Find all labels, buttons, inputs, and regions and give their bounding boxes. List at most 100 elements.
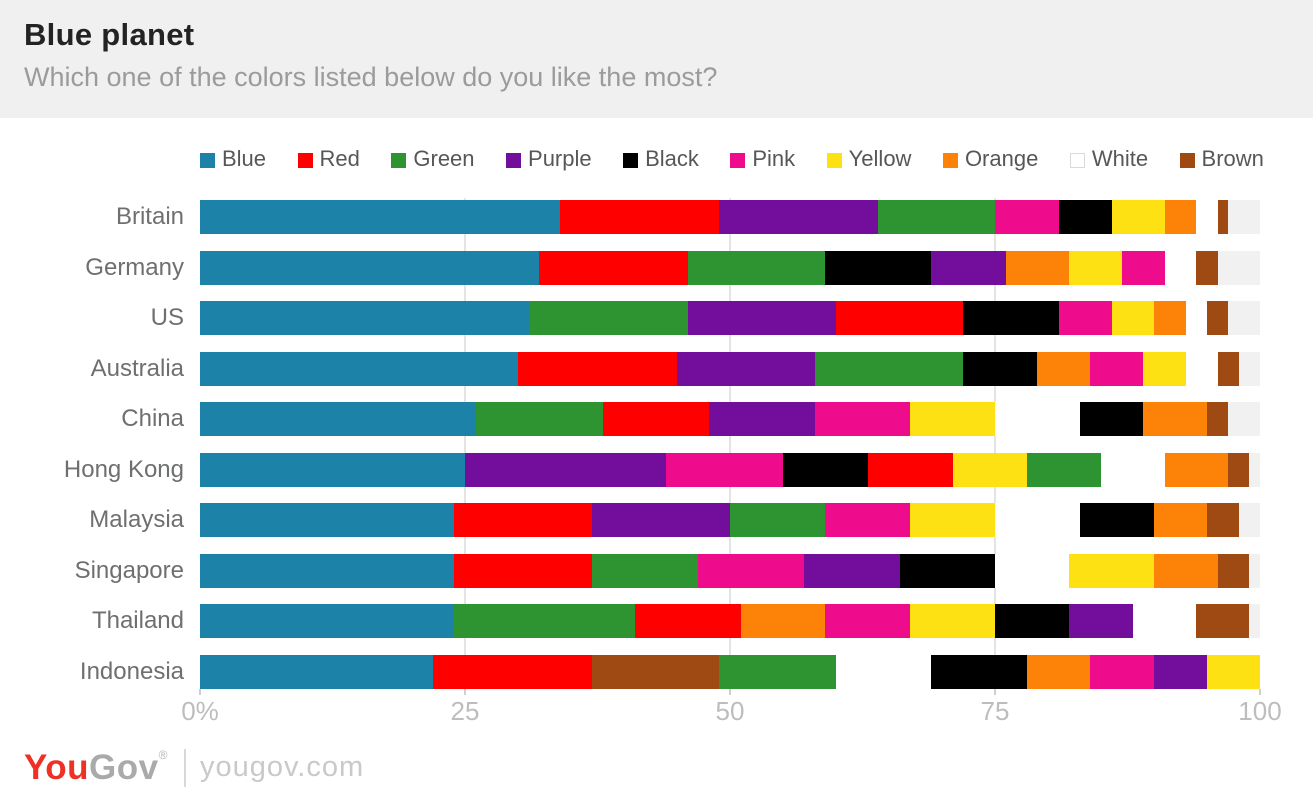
bar-segment-china-red: [602, 402, 709, 436]
legend-label-red: Red: [319, 146, 360, 171]
tickmark-0: [199, 689, 201, 695]
bar-segment-australia-blue: [200, 351, 518, 386]
chart-row-britain: Britain: [0, 200, 1313, 234]
legend-label-orange: Orange: [964, 146, 1039, 171]
bar-segment-hong-kong-orange: [1164, 452, 1229, 487]
tickmark-100: [1259, 689, 1261, 695]
bar-track-australia: [200, 351, 1260, 386]
x-axis-label-0: 0%: [181, 695, 219, 726]
bar-segment-australia-purple: [677, 351, 815, 386]
bar-segment-australia-black: [963, 351, 1038, 386]
bar-segment-malaysia-pink: [825, 503, 911, 537]
bar-segment-us-blue: [200, 301, 529, 335]
legend-swatch-white: [1069, 152, 1085, 168]
bar-segment-britain-purple: [719, 200, 879, 234]
chart-row-us: US: [0, 301, 1313, 335]
row-label-hong-kong: Hong Kong: [63, 455, 184, 483]
bar-segment-thailand-white: [1132, 604, 1197, 638]
bar-segment-germany-purple: [931, 250, 1006, 285]
chart-row-hong-kong: Hong Kong: [0, 452, 1313, 487]
legend-swatch-yellow: [826, 152, 842, 168]
bar-segment-britain-pink: [994, 200, 1059, 234]
bar-track-indonesia: [200, 654, 1260, 689]
bar-segment-indonesia-pink: [1090, 654, 1154, 689]
legend-item-blue: Blue: [200, 146, 266, 172]
bar-segment-singapore-brown: [1217, 553, 1250, 588]
legend-item-yellow: Yellow: [826, 146, 912, 172]
bar-segment-malaysia-purple: [592, 503, 730, 537]
chart-subtitle: Which one of the colors listed below do …: [24, 62, 718, 92]
bar-segment-us-white: [1185, 301, 1207, 335]
row-label-us: US: [150, 304, 184, 331]
bar-segment-britain-red: [560, 200, 720, 234]
bar-segment-australia-pink: [1090, 351, 1144, 386]
legend-label-yellow: Yellow: [848, 146, 912, 171]
bar-segment-china-green: [475, 402, 603, 436]
bar-segment-hong-kong-blue: [200, 452, 465, 487]
legend-swatch-pink: [730, 152, 746, 168]
bar-segment-indonesia-white: [835, 654, 932, 689]
legend-swatch-green: [391, 152, 407, 168]
x-axis-line: [200, 688, 1260, 689]
logo-you: You: [24, 747, 90, 787]
bar-segment-germany-blue: [200, 250, 540, 285]
gridline-75: [994, 198, 996, 690]
bar-segment-australia-red: [518, 351, 677, 386]
chart-rows: Britain Germany US Australia China Hong Kong M…: [0, 200, 1313, 689]
chart-header: Blue planet Which one of the colors list…: [0, 0, 1313, 118]
bar-track-singapore: [200, 553, 1260, 588]
row-label-thailand: Thailand: [91, 607, 184, 634]
legend-swatch-blue: [200, 152, 215, 168]
bar-segment-germany-white: [1164, 250, 1197, 285]
bar-segment-singapore-black: [899, 553, 995, 588]
bar-segment-singapore-orange: [1153, 553, 1218, 588]
bar-segment-singapore-pink: [698, 553, 805, 588]
gridlines: [200, 198, 1260, 690]
logo-gov: Gov: [89, 747, 159, 787]
bar-track-thailand: [200, 604, 1260, 638]
bar-segment-thailand-orange: [740, 604, 826, 638]
bar-track-malaysia: [200, 503, 1260, 537]
bar-segment-china-blue: [200, 402, 476, 436]
bar-segment-china-orange: [1143, 402, 1207, 436]
legend-swatch-brown: [1179, 152, 1195, 168]
bar-segment-thailand-blue: [200, 604, 455, 638]
bar-segment-us-yellow: [1111, 301, 1154, 335]
bar-segment-singapore-blue: [200, 553, 455, 588]
chart-row-indonesia: Indonesia: [0, 654, 1313, 689]
x-axis-label-75: 75: [980, 695, 1010, 726]
bar-segment-germany-black: [825, 250, 932, 285]
bar-segment-china-pink: [814, 402, 911, 436]
bar-segment-china-brown: [1206, 402, 1229, 436]
row-label-britain: Britain: [115, 203, 184, 230]
bar-segment-indonesia-red: [433, 654, 593, 689]
bar-segment-malaysia-red: [454, 503, 593, 537]
bar-segment-hong-kong-white: [1100, 452, 1165, 487]
bar-segment-britain-green: [878, 200, 995, 234]
bar-segment-china-purple: [708, 402, 815, 436]
tickmark-25: [464, 689, 466, 695]
bar-segment-malaysia-orange: [1153, 503, 1207, 537]
bar-segment-thailand-red: [634, 604, 741, 638]
legend-item-green: Green: [391, 146, 475, 172]
bar-segment-indonesia-brown: [592, 654, 720, 689]
page-title: Blue planet: [24, 17, 195, 52]
bar-segment-thailand-pink: [825, 604, 911, 638]
bar-track-us: [200, 301, 1260, 335]
bar-segment-hong-kong-pink: [666, 452, 783, 487]
footer: YouGov® yougov.com: [24, 748, 1313, 788]
bar-segment-us-black: [963, 301, 1059, 335]
row-label-singapore: Singapore: [74, 556, 184, 584]
legend-item-pink: Pink: [730, 146, 795, 172]
bar-segment-malaysia-white: [994, 503, 1080, 537]
legend-label-brown: Brown: [1201, 146, 1264, 171]
yougov-logo: YouGov®: [24, 748, 168, 788]
chart-row-china: China: [0, 402, 1313, 436]
legend-item-orange: Orange: [942, 146, 1039, 172]
bar-segment-australia-brown: [1217, 351, 1239, 386]
bar-segment-us-red: [835, 301, 964, 335]
bar-segment-hong-kong-red: [867, 452, 953, 487]
bar-segment-hong-kong-yellow: [952, 452, 1027, 487]
legend-swatch-red: [297, 152, 313, 168]
bar-segment-britain-blue: [200, 200, 561, 234]
